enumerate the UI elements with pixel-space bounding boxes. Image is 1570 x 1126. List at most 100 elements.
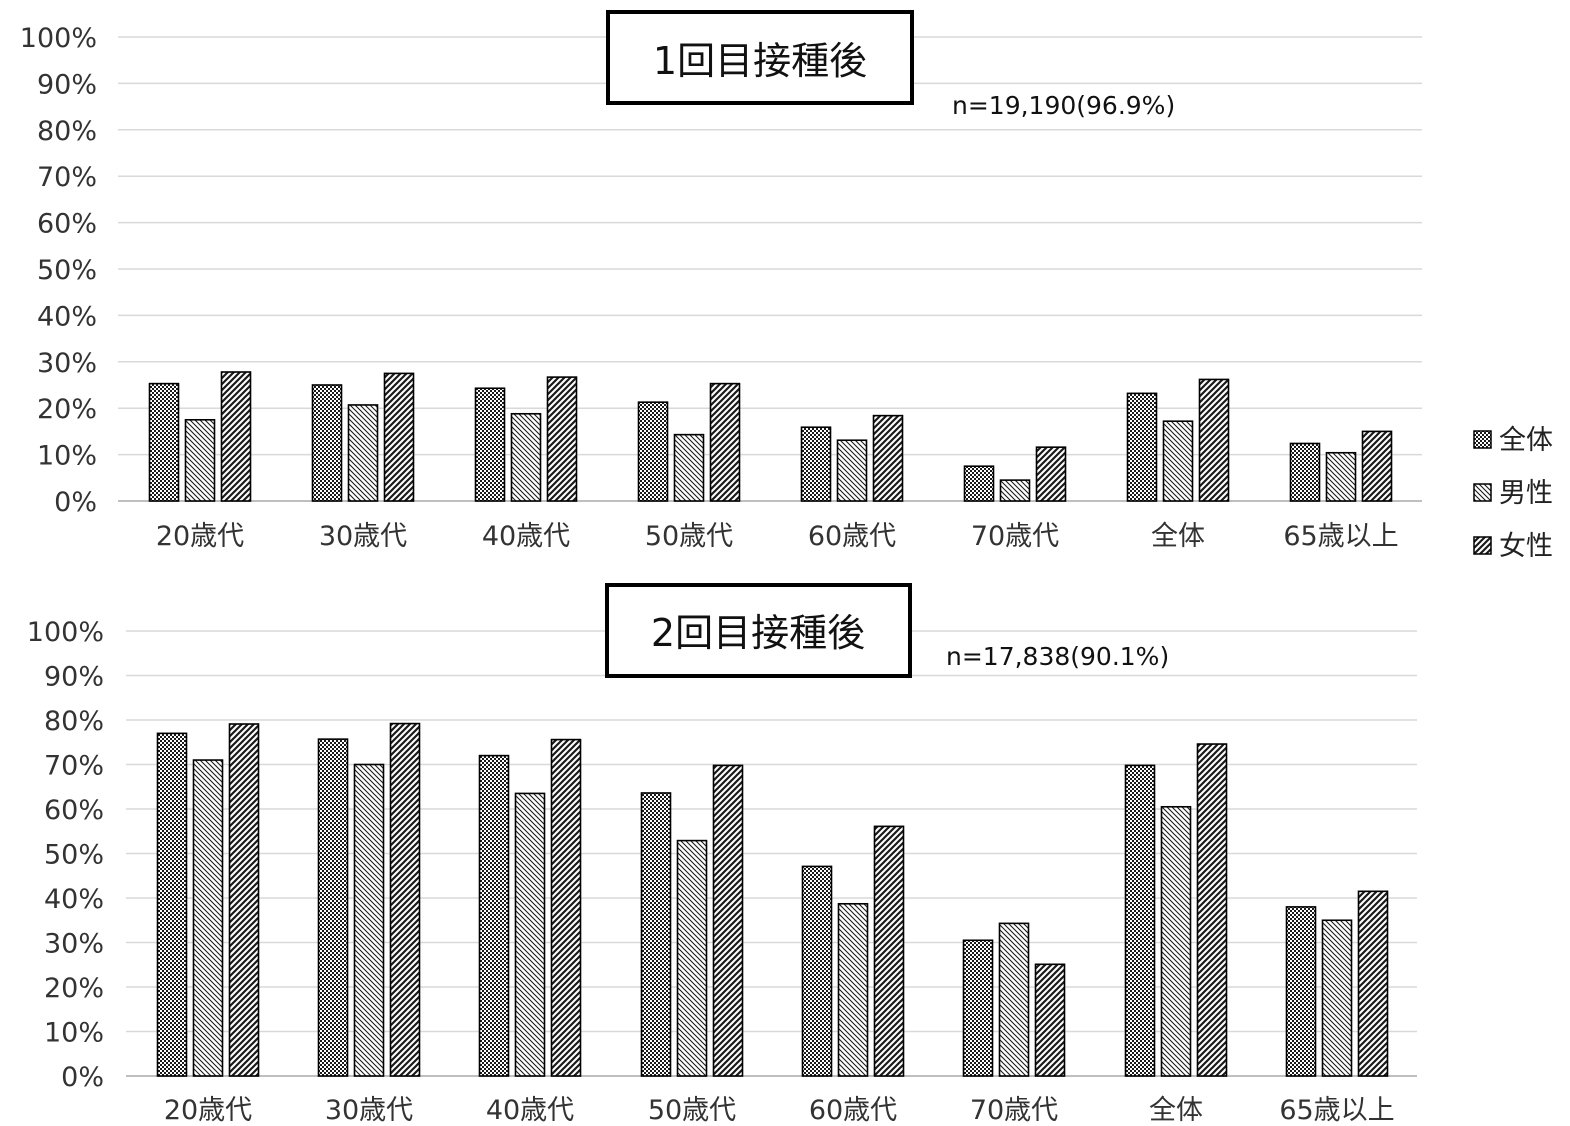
y-tick-label: 40% bbox=[44, 884, 104, 915]
bar bbox=[836, 439, 868, 502]
y-tick-label: 10% bbox=[37, 441, 97, 472]
bar bbox=[317, 738, 349, 1077]
chart-first-dose: 0% 10% 20% 30% 40% 50% 60% 70% 80% 90% 100% 20歳代 30歳… bbox=[20, 23, 1422, 552]
x-tick-label: 40歳代 bbox=[486, 1095, 574, 1126]
bar bbox=[148, 382, 180, 502]
y-tick-label: 90% bbox=[37, 69, 97, 100]
x-tick-label: 65歳以上 bbox=[1283, 521, 1398, 552]
x-tick-label: 60歳代 bbox=[809, 1095, 897, 1126]
bar bbox=[962, 939, 994, 1077]
x-tick-label: 全体 bbox=[1151, 521, 1205, 552]
bar bbox=[1198, 378, 1230, 502]
x-tick-label: 30歳代 bbox=[325, 1095, 413, 1126]
bar bbox=[347, 404, 379, 502]
bar bbox=[1162, 420, 1194, 502]
bar bbox=[800, 426, 832, 502]
bar bbox=[220, 371, 252, 502]
x-tick-label: 50歳代 bbox=[645, 521, 733, 552]
bar bbox=[1361, 430, 1393, 502]
y-tick-label: 30% bbox=[37, 348, 97, 379]
legend-swatch-male bbox=[1473, 483, 1492, 502]
bar bbox=[712, 764, 744, 1077]
bar bbox=[228, 723, 260, 1077]
bar bbox=[1034, 963, 1066, 1077]
y-tick-label: 20% bbox=[44, 973, 104, 1004]
y-tick-label: 60% bbox=[44, 795, 104, 826]
bar bbox=[192, 759, 224, 1077]
bar bbox=[637, 401, 669, 502]
y-tick-label: 40% bbox=[37, 301, 97, 332]
bar bbox=[514, 792, 546, 1077]
bar bbox=[474, 387, 506, 502]
x-tick-label: 70歳代 bbox=[970, 1095, 1058, 1126]
bar bbox=[1285, 906, 1317, 1077]
chart-second-dose: 0% 10% 20% 30% 40% 50% 60% 70% 80% 90% 100% 20歳代 30歳… bbox=[27, 617, 1417, 1126]
bar bbox=[1035, 446, 1067, 502]
y-tick-label: 20% bbox=[37, 394, 97, 425]
bar bbox=[999, 479, 1031, 502]
y-tick-label: 70% bbox=[44, 751, 104, 782]
bar bbox=[1124, 764, 1156, 1077]
bar bbox=[673, 433, 705, 502]
legend-swatch-female bbox=[1473, 536, 1492, 555]
bar bbox=[998, 922, 1030, 1077]
chart-2-title-box bbox=[605, 583, 912, 678]
y-tick-label: 70% bbox=[37, 162, 97, 193]
bar bbox=[478, 754, 510, 1077]
y-tick-label: 50% bbox=[37, 255, 97, 286]
legend-swatch-overall bbox=[1473, 430, 1492, 449]
y-tick-label: 100% bbox=[20, 23, 97, 54]
bar bbox=[963, 465, 995, 502]
chart-2-title: 2回目接種後 bbox=[651, 611, 865, 655]
chart-1-title: 1回目接種後 bbox=[653, 39, 867, 83]
bar bbox=[311, 384, 343, 502]
x-tick-label: 50歳代 bbox=[648, 1095, 736, 1126]
y-tick-label: 100% bbox=[27, 617, 104, 648]
bar bbox=[184, 418, 216, 502]
y-tick-label: 50% bbox=[44, 840, 104, 871]
bar bbox=[1325, 451, 1357, 502]
legend-label-male: 男性 bbox=[1499, 478, 1553, 509]
bar bbox=[353, 763, 385, 1077]
bar bbox=[640, 792, 672, 1077]
y-tick-label: 90% bbox=[44, 662, 104, 693]
bar bbox=[1289, 442, 1321, 502]
bar bbox=[837, 902, 869, 1077]
bar bbox=[546, 376, 578, 502]
legend-label-overall: 全体 bbox=[1499, 425, 1553, 456]
y-tick-label: 0% bbox=[61, 1062, 104, 1093]
y-tick-label: 60% bbox=[37, 209, 97, 240]
bar bbox=[156, 732, 188, 1077]
x-tick-label: 30歳代 bbox=[319, 521, 407, 552]
bar bbox=[383, 372, 415, 502]
legend-label-female: 女性 bbox=[1499, 531, 1553, 562]
x-tick-label: 40歳代 bbox=[482, 521, 570, 552]
bar bbox=[709, 382, 741, 502]
y-tick-label: 0% bbox=[54, 487, 97, 518]
bar bbox=[873, 825, 905, 1077]
bar bbox=[676, 839, 708, 1077]
y-tick-label: 10% bbox=[44, 1018, 104, 1049]
bar bbox=[550, 738, 582, 1077]
chart-2-annotation: n=17,838(90.1%) bbox=[946, 642, 1169, 671]
bar bbox=[1196, 743, 1228, 1077]
bar bbox=[1321, 919, 1353, 1077]
bar bbox=[510, 412, 542, 502]
x-tick-label: 全体 bbox=[1149, 1095, 1203, 1126]
x-tick-label: 70歳代 bbox=[971, 521, 1059, 552]
x-tick-label: 65歳以上 bbox=[1279, 1095, 1394, 1126]
chart-1-title-box bbox=[606, 10, 914, 105]
bar bbox=[1357, 890, 1389, 1077]
y-tick-label: 30% bbox=[44, 929, 104, 960]
bar bbox=[1160, 805, 1192, 1077]
legend: 全体 男性 女性 bbox=[1473, 425, 1553, 562]
bar bbox=[872, 414, 904, 502]
bar bbox=[801, 865, 833, 1077]
bar bbox=[1126, 392, 1158, 502]
x-tick-label: 20歳代 bbox=[164, 1095, 252, 1126]
x-tick-label: 20歳代 bbox=[156, 521, 244, 552]
x-tick-label: 60歳代 bbox=[808, 521, 896, 552]
chart-1-annotation: n=19,190(96.9%) bbox=[952, 91, 1175, 120]
y-tick-label: 80% bbox=[37, 116, 97, 147]
